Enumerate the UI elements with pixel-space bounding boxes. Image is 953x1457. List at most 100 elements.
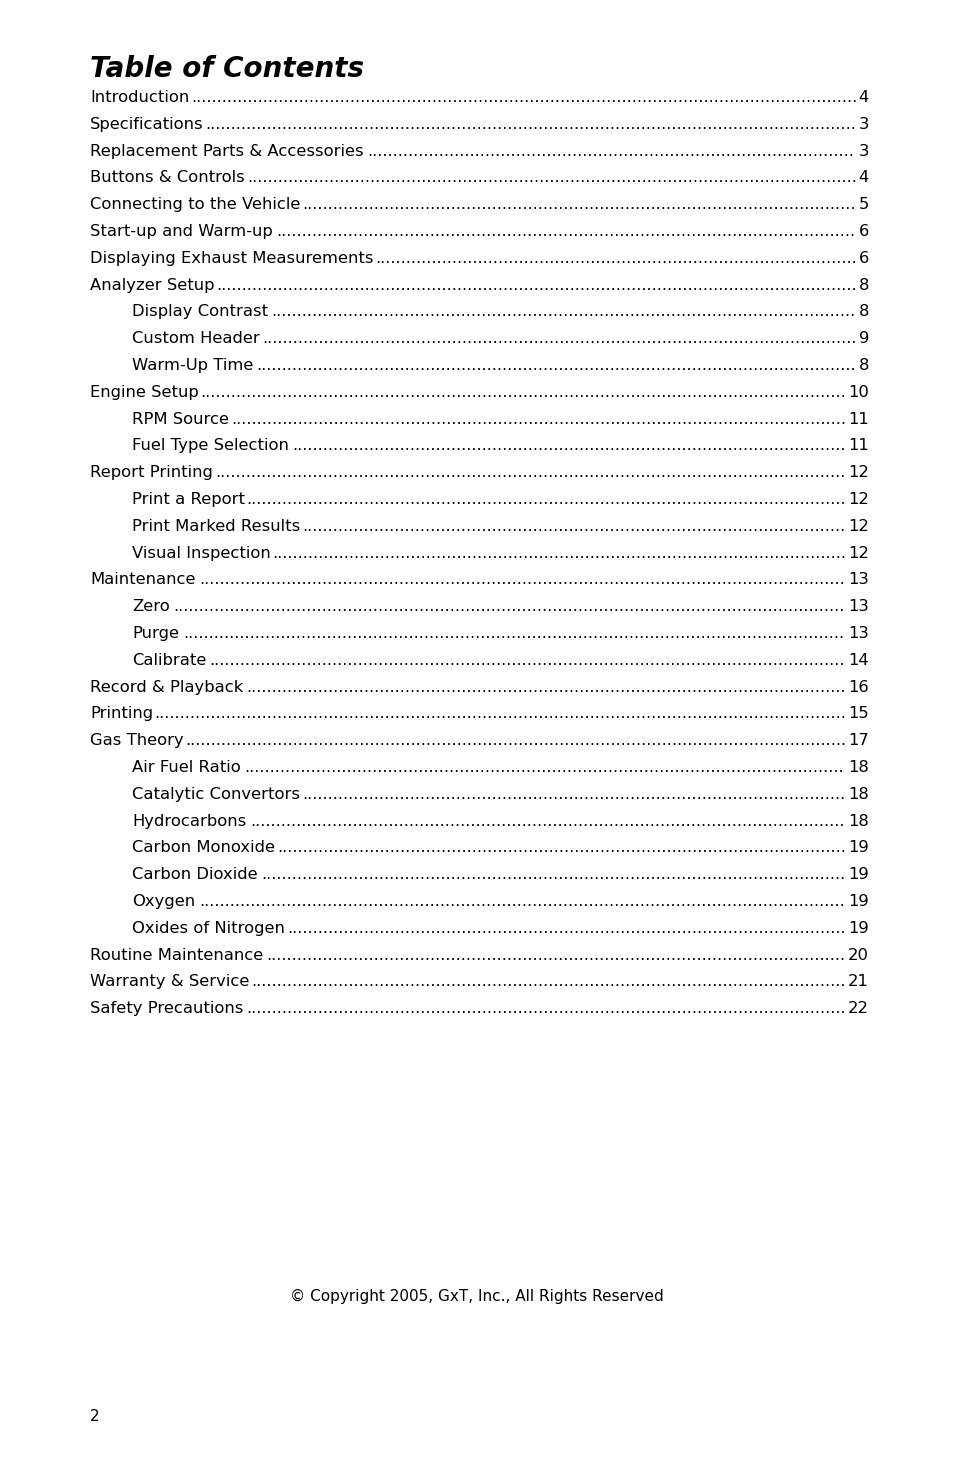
Text: Warm-Up Time: Warm-Up Time — [132, 358, 253, 373]
Text: 21: 21 — [847, 975, 868, 989]
Text: ................................................................................: ........................................… — [277, 841, 845, 855]
Text: 4: 4 — [858, 90, 868, 105]
Text: ................................................................................: ........................................… — [215, 465, 844, 481]
Text: ................................................................................: ........................................… — [262, 331, 856, 347]
Text: Record & Playback: Record & Playback — [90, 679, 243, 695]
Text: Custom Header: Custom Header — [132, 331, 259, 347]
Text: ................................................................................: ........................................… — [231, 411, 845, 427]
Text: Report Printing: Report Printing — [90, 465, 213, 481]
Text: 6: 6 — [858, 251, 868, 265]
Text: 8: 8 — [858, 305, 868, 319]
Text: ................................................................................: ........................................… — [199, 573, 843, 587]
Text: Gas Theory: Gas Theory — [90, 733, 184, 749]
Text: ................................................................................: ........................................… — [252, 975, 845, 989]
Text: Engine Setup: Engine Setup — [90, 385, 198, 399]
Text: Print a Report: Print a Report — [132, 492, 245, 507]
Text: 3: 3 — [858, 144, 868, 159]
Text: ................................................................................: ........................................… — [246, 679, 844, 695]
Text: 8: 8 — [858, 278, 868, 293]
Text: ................................................................................: ........................................… — [246, 1001, 844, 1016]
Text: ................................................................................: ........................................… — [302, 787, 845, 801]
Text: 17: 17 — [847, 733, 868, 749]
Text: ................................................................................: ........................................… — [266, 947, 844, 963]
Text: 11: 11 — [847, 439, 868, 453]
Text: Replacement Parts & Accessories: Replacement Parts & Accessories — [90, 144, 363, 159]
Text: Specifications: Specifications — [90, 117, 203, 131]
Text: 13: 13 — [847, 599, 868, 615]
Text: Maintenance: Maintenance — [90, 573, 195, 587]
Text: Displaying Exhaust Measurements: Displaying Exhaust Measurements — [90, 251, 374, 265]
Text: Printing: Printing — [90, 707, 153, 721]
Text: 4: 4 — [858, 170, 868, 185]
Text: 18: 18 — [847, 787, 868, 801]
Text: ................................................................................: ........................................… — [256, 358, 855, 373]
Text: ................................................................................: ........................................… — [367, 144, 854, 159]
Text: RPM Source: RPM Source — [132, 411, 229, 427]
Text: 2: 2 — [90, 1409, 99, 1423]
Text: 11: 11 — [847, 411, 868, 427]
Text: Table of Contents: Table of Contents — [90, 55, 364, 83]
Text: Fuel Type Selection: Fuel Type Selection — [132, 439, 289, 453]
Text: Safety Precautions: Safety Precautions — [90, 1001, 243, 1016]
Text: Routine Maintenance: Routine Maintenance — [90, 947, 263, 963]
Text: Visual Inspection: Visual Inspection — [132, 545, 271, 561]
Text: Warranty & Service: Warranty & Service — [90, 975, 249, 989]
Text: Print Marked Results: Print Marked Results — [132, 519, 300, 533]
Text: ................................................................................: ........................................… — [287, 921, 845, 935]
Text: Connecting to the Vehicle: Connecting to the Vehicle — [90, 197, 300, 213]
Text: Purge: Purge — [132, 627, 179, 641]
Text: 12: 12 — [847, 545, 868, 561]
Text: ................................................................................: ........................................… — [191, 90, 856, 105]
Text: ................................................................................: ........................................… — [247, 492, 845, 507]
Text: 10: 10 — [847, 385, 868, 399]
Text: 22: 22 — [847, 1001, 868, 1016]
Text: Display Contrast: Display Contrast — [132, 305, 268, 319]
Text: ................................................................................: ........................................… — [273, 545, 845, 561]
Text: Analyzer Setup: Analyzer Setup — [90, 278, 214, 293]
Text: 13: 13 — [847, 627, 868, 641]
Text: ................................................................................: ........................................… — [275, 224, 854, 239]
Text: ................................................................................: ........................................… — [173, 599, 843, 615]
Text: 19: 19 — [847, 841, 868, 855]
Text: ................................................................................: ........................................… — [250, 813, 843, 829]
Text: Calibrate: Calibrate — [132, 653, 206, 667]
Text: 19: 19 — [847, 895, 868, 909]
Text: 6: 6 — [858, 224, 868, 239]
Text: ................................................................................: ........................................… — [375, 251, 856, 265]
Text: Buttons & Controls: Buttons & Controls — [90, 170, 245, 185]
Text: Carbon Dioxide: Carbon Dioxide — [132, 867, 257, 881]
Text: ................................................................................: ........................................… — [206, 117, 856, 131]
Text: 19: 19 — [847, 867, 868, 881]
Text: ................................................................................: ........................................… — [260, 867, 844, 881]
Text: Catalytic Convertors: Catalytic Convertors — [132, 787, 299, 801]
Text: ................................................................................: ........................................… — [216, 278, 856, 293]
Text: Start-up and Warm-up: Start-up and Warm-up — [90, 224, 273, 239]
Text: 12: 12 — [847, 519, 868, 533]
Text: ................................................................................: ........................................… — [302, 519, 845, 533]
Text: Hydrocarbons: Hydrocarbons — [132, 813, 246, 829]
Text: 5: 5 — [858, 197, 868, 213]
Text: Air Fuel Ratio: Air Fuel Ratio — [132, 761, 240, 775]
Text: 12: 12 — [847, 492, 868, 507]
Text: 18: 18 — [847, 761, 868, 775]
Text: 13: 13 — [847, 573, 868, 587]
Text: 12: 12 — [847, 465, 868, 481]
Text: ................................................................................: ........................................… — [302, 197, 856, 213]
Text: 8: 8 — [858, 358, 868, 373]
Text: ................................................................................: ........................................… — [200, 385, 845, 399]
Text: ................................................................................: ........................................… — [271, 305, 855, 319]
Text: ................................................................................: ........................................… — [183, 627, 843, 641]
Text: 15: 15 — [847, 707, 868, 721]
Text: 9: 9 — [858, 331, 868, 347]
Text: ................................................................................: ........................................… — [185, 733, 845, 749]
Text: 18: 18 — [847, 813, 868, 829]
Text: ................................................................................: ........................................… — [292, 439, 844, 453]
Text: Oxygen: Oxygen — [132, 895, 195, 909]
Text: © Copyright 2005, GxT, Inc., All Rights Reserved: © Copyright 2005, GxT, Inc., All Rights … — [290, 1288, 663, 1304]
Text: 19: 19 — [847, 921, 868, 935]
Text: 16: 16 — [847, 679, 868, 695]
Text: Introduction: Introduction — [90, 90, 189, 105]
Text: Carbon Monoxide: Carbon Monoxide — [132, 841, 274, 855]
Text: 14: 14 — [847, 653, 868, 667]
Text: ................................................................................: ........................................… — [154, 707, 845, 721]
